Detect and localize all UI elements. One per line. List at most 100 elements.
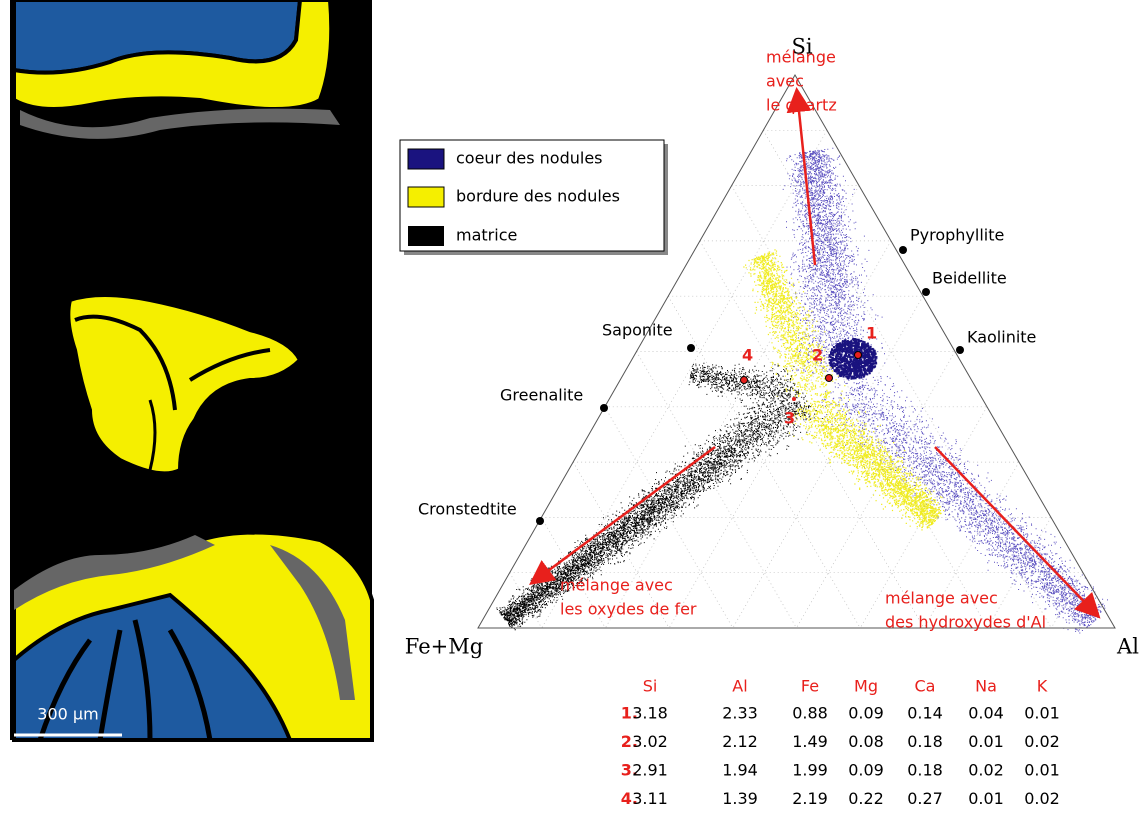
cloud-core xyxy=(860,352,863,355)
cloud-core xyxy=(845,353,848,356)
cloud-core xyxy=(853,363,856,366)
cloud-core xyxy=(852,367,855,370)
cloud-core xyxy=(862,352,865,355)
cloud-core xyxy=(830,362,833,365)
cloud-core xyxy=(845,360,848,363)
cloud-core xyxy=(853,338,856,341)
analysis-points: 1 2 3 4 xyxy=(740,324,877,428)
cloud-core xyxy=(840,346,843,349)
cloud-core xyxy=(845,366,848,369)
cloud-core xyxy=(873,350,876,353)
cloud-core xyxy=(860,358,863,361)
cloud-core xyxy=(861,347,864,350)
cloud-core xyxy=(848,375,851,378)
table-cell: 1.49 xyxy=(792,732,828,751)
cloud-core xyxy=(851,370,854,373)
row-number: 3. xyxy=(621,761,638,780)
row-number: 4. xyxy=(621,789,638,808)
cloud-core xyxy=(873,362,876,365)
annotation: mélange avec xyxy=(885,589,998,608)
cloud-core xyxy=(856,341,859,344)
point-label: 3 xyxy=(784,409,795,428)
cloud-core xyxy=(832,346,835,349)
cloud-core xyxy=(851,356,854,359)
cloud-core xyxy=(852,363,855,366)
cloud-core xyxy=(868,354,871,357)
cloud-core xyxy=(831,348,834,351)
cloud-core xyxy=(864,351,867,354)
cloud-core xyxy=(866,364,869,367)
cloud-core xyxy=(838,353,841,356)
table-cell: 1.94 xyxy=(722,761,758,780)
cloud-core xyxy=(853,350,856,353)
cloud-core xyxy=(847,376,850,379)
cloud-core xyxy=(865,351,868,354)
cloud-core xyxy=(861,373,864,376)
table-cell: 0.02 xyxy=(968,761,1004,780)
cloud-core xyxy=(841,349,844,352)
mineral-label: Greenalite xyxy=(500,386,583,405)
row-number: 2. xyxy=(621,732,638,751)
cloud-core xyxy=(862,340,865,343)
cloud-core xyxy=(835,369,838,372)
cloud-core xyxy=(866,350,869,353)
thin-section-map: 300 µm xyxy=(10,0,374,742)
cloud-core xyxy=(871,367,874,370)
cloud-core xyxy=(859,347,862,350)
cloud-core xyxy=(836,360,839,363)
cloud-core xyxy=(864,343,867,346)
cloud-core xyxy=(849,363,852,366)
cloud-core xyxy=(850,377,853,380)
cloud-core xyxy=(835,346,838,349)
cloud-core xyxy=(859,361,862,364)
cloud-core xyxy=(832,354,835,357)
cloud-core xyxy=(874,352,877,355)
table-cell: 0.01 xyxy=(1024,761,1060,780)
cloud-core xyxy=(863,374,866,377)
table-header: K xyxy=(1037,677,1048,696)
cloud-core xyxy=(842,350,845,353)
cloud-core xyxy=(858,358,861,361)
table-cell: 0.08 xyxy=(848,732,884,751)
cloud-core xyxy=(854,341,857,344)
table-header: Al xyxy=(732,677,747,696)
scatter-cloud xyxy=(496,147,1108,634)
cloud-core xyxy=(853,373,856,376)
table-cell: 0.09 xyxy=(848,704,884,723)
table-cell: 2.33 xyxy=(722,704,758,723)
cloud-core xyxy=(833,370,836,373)
cloud-core xyxy=(858,363,861,366)
table-cell: 0.88 xyxy=(792,704,828,723)
cloud-core xyxy=(848,345,851,348)
cloud-core xyxy=(870,360,873,363)
cloud-core xyxy=(840,350,843,353)
cloud-core xyxy=(867,352,870,355)
cloud-core xyxy=(836,348,839,351)
annotation: des hydroxydes d'Al xyxy=(885,613,1046,632)
cloud-core xyxy=(845,375,848,378)
cloud-core xyxy=(858,340,861,343)
cloud-core xyxy=(839,357,842,360)
cloud-core xyxy=(859,368,862,371)
cloud-core xyxy=(860,339,863,342)
table-cell: 0.04 xyxy=(968,704,1004,723)
cloud-core xyxy=(849,355,852,358)
table-cell: 0.09 xyxy=(848,761,884,780)
cloud-core xyxy=(866,369,869,372)
composition-table: Si Al Fe Mg Ca Na K 1.3.18 2.33 0.88 0.09 0.14 0.04 0… xyxy=(621,677,1060,809)
cloud-core xyxy=(842,367,845,370)
cloud-core xyxy=(845,373,848,376)
cloud-core xyxy=(846,343,849,346)
cloud-core xyxy=(852,342,855,345)
cloud-core xyxy=(867,358,870,361)
cloud-core xyxy=(843,354,846,357)
cloud-core xyxy=(839,365,842,368)
cloud-core xyxy=(857,369,860,372)
cloud-core xyxy=(847,366,850,369)
cloud-core xyxy=(830,358,833,361)
cloud-core xyxy=(855,373,858,376)
cloud-core xyxy=(842,340,845,343)
cloud-core xyxy=(845,370,848,373)
vertex-label: Al xyxy=(1116,635,1139,659)
cloud-core xyxy=(851,350,854,353)
